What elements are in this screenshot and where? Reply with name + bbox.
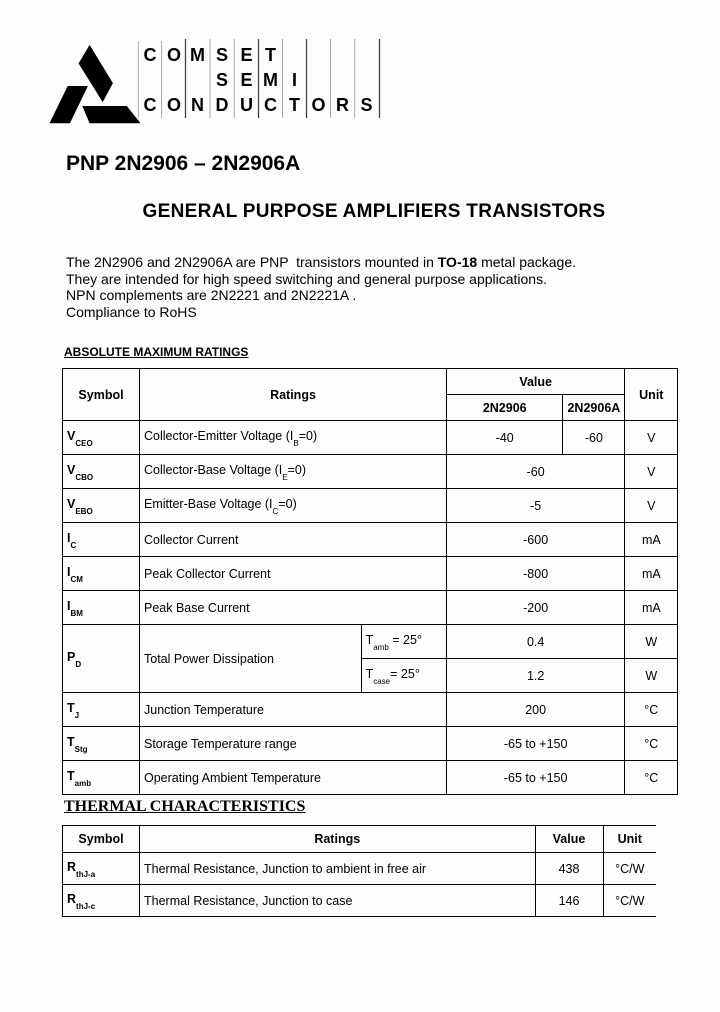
svg-text:M: M [263,70,278,90]
svg-text:E: E [240,45,252,65]
svg-text:S: S [216,45,228,65]
svg-text:C: C [144,95,157,115]
svg-text:T: T [289,95,300,115]
svg-text:I: I [292,70,297,90]
svg-text:C: C [144,45,157,65]
svg-text:N: N [191,95,204,115]
svg-text:O: O [167,45,181,65]
svg-text:T: T [265,45,276,65]
svg-text:M: M [190,45,205,65]
svg-text:O: O [311,95,325,115]
svg-text:O: O [167,95,181,115]
svg-text:S: S [360,95,372,115]
svg-text:D: D [216,95,229,115]
svg-text:U: U [240,95,253,115]
svg-text:R: R [336,95,349,115]
svg-text:S: S [216,70,228,90]
svg-text:C: C [264,95,277,115]
svg-text:E: E [240,70,252,90]
